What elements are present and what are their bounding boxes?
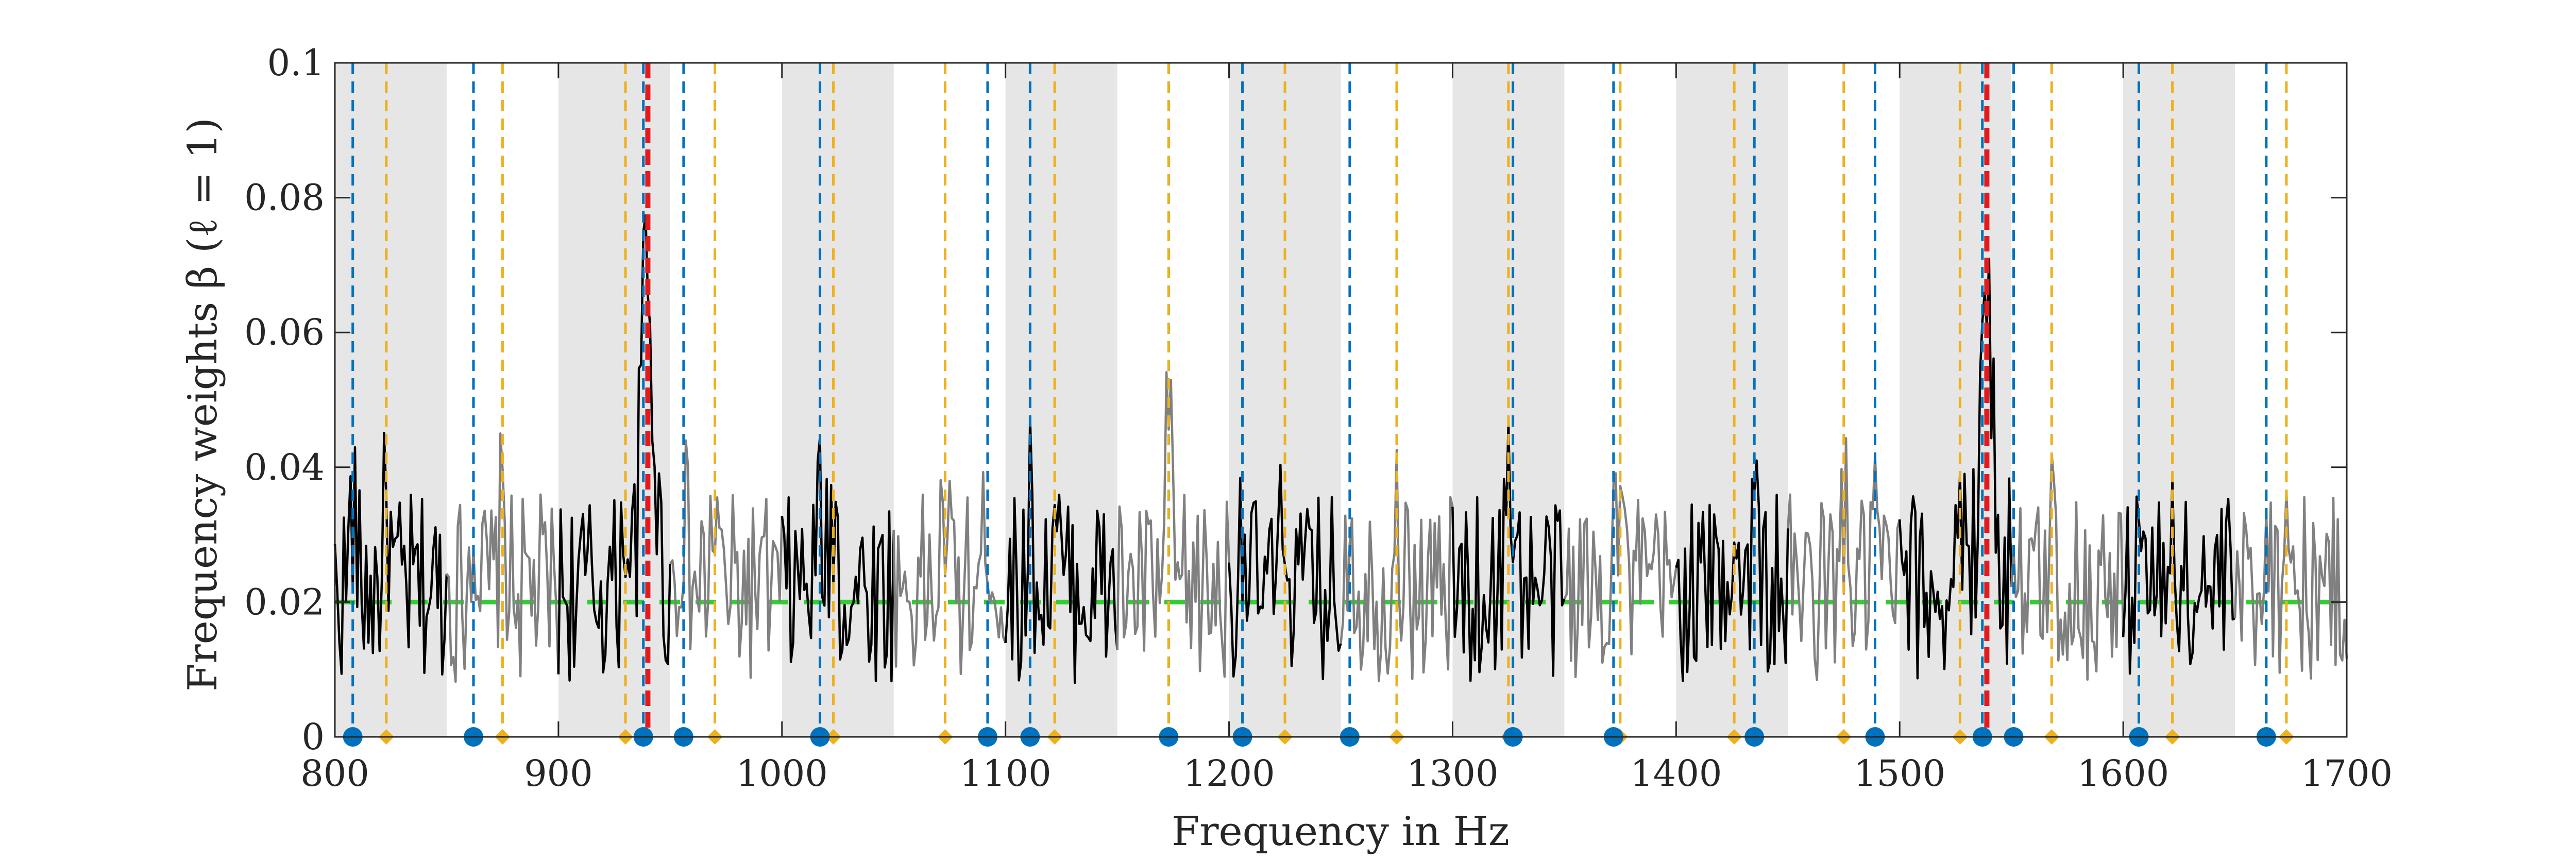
x-axis-label: Frequency in Hz: [1172, 809, 1510, 855]
series-line-out-band: [446, 432, 560, 683]
x-tick-label: 1400: [1630, 752, 1722, 795]
series-line-in-band: [557, 214, 672, 682]
x-tick-label: 1700: [2301, 752, 2393, 795]
series-line-out-band: [2010, 452, 2125, 681]
series-line-in-band: [1898, 257, 2013, 680]
series-line-in-band: [2122, 479, 2236, 675]
x-tick-label: 1300: [1406, 752, 1498, 795]
x-tick-label: 1600: [2077, 752, 2169, 795]
series-line-in-band: [333, 431, 448, 676]
axes: [334, 62, 2348, 738]
y-tick-label: 0.1: [267, 42, 325, 84]
x-tick-label: 1000: [736, 752, 828, 795]
y-tick-label: 0: [301, 716, 325, 758]
y-tick-label: 0.06: [244, 311, 325, 353]
x-tick-label: 800: [300, 752, 369, 795]
series-line-out-band: [1563, 472, 1677, 679]
series-line-out-band: [1116, 371, 1230, 678]
shaded-band: [1005, 63, 1117, 737]
x-tick-label: 1500: [1854, 752, 1945, 795]
x-tick-label: 1100: [960, 752, 1052, 795]
series-line-in-band: [1675, 459, 1789, 682]
tick-labels: 800 900 1000 1100 1200 1300 1400 1500 1600 1700 0 0…: [244, 42, 2393, 795]
y-tick-label: 0.02: [244, 581, 325, 623]
plot-frame: [334, 62, 2348, 738]
shaded-band: [1676, 63, 1788, 737]
y-tick-label: 0.04: [244, 446, 325, 489]
series-line-out-band: [892, 470, 1007, 676]
series-line-out-band: [1340, 449, 1454, 682]
x-tick-label: 1200: [1183, 752, 1275, 795]
series-line-in-band: [1004, 417, 1118, 684]
y-tick-label: 0.08: [244, 177, 325, 219]
series-line-out-band: [669, 439, 784, 679]
x-tick-label: 900: [524, 752, 593, 795]
marker-lines-layer: [351, 63, 2288, 737]
y-axis-label: Frequency weights β (ℓ = 1): [180, 117, 226, 692]
series-line-out-band: [2233, 490, 2348, 680]
series-line-in-band: [781, 436, 895, 683]
